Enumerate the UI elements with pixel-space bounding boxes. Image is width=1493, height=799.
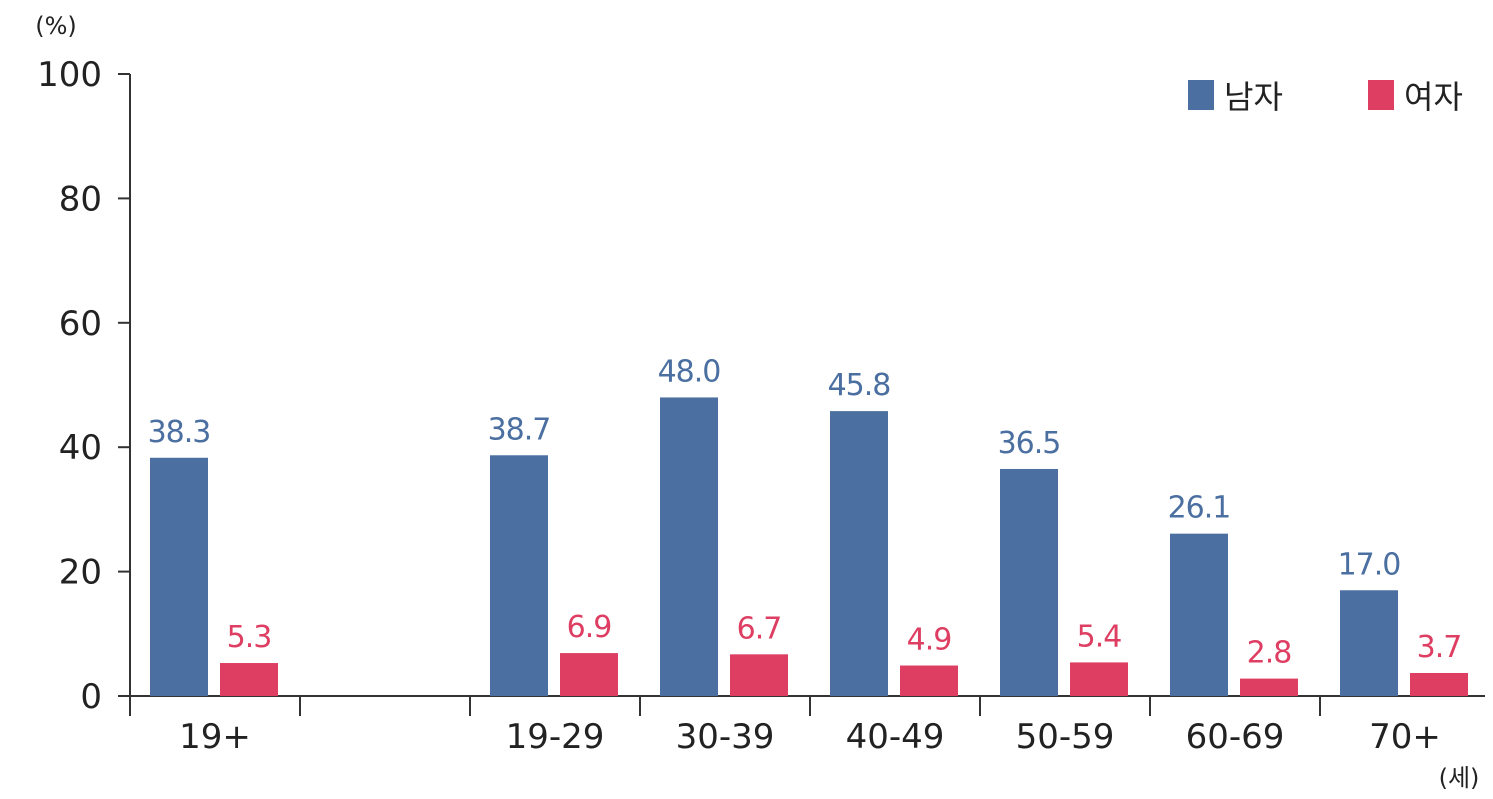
x-tick-label: 70+ — [1369, 717, 1441, 757]
legend-swatch — [1188, 80, 1214, 110]
y-tick-label: 80 — [59, 179, 102, 219]
y-tick-label: 100 — [37, 55, 102, 95]
y-tick-label: 20 — [59, 553, 102, 593]
data-label: 4.9 — [907, 623, 952, 658]
bar-female — [730, 654, 788, 696]
data-label: 45.8 — [828, 368, 891, 403]
data-label: 38.7 — [488, 412, 551, 447]
y-unit-label: (%) — [35, 12, 77, 40]
bar-female — [220, 663, 278, 696]
x-tick-label: 50-59 — [1016, 717, 1115, 757]
data-label: 5.3 — [227, 620, 272, 655]
x-tick-label: 19+ — [179, 717, 251, 757]
data-label: 38.3 — [148, 415, 211, 450]
bar-male — [830, 411, 888, 696]
x-tick-label: 60-69 — [1186, 717, 1285, 757]
x-tick-label: 19-29 — [506, 717, 605, 757]
data-label: 36.5 — [998, 426, 1061, 461]
y-tick-label: 40 — [59, 428, 102, 468]
legend: 남자 여자 — [1188, 78, 1463, 116]
bar-female — [1240, 678, 1298, 696]
value-labels: 38.3 38.7 48.0 45.8 36.5 26.1 17.0 5.3 6.9 6.7 4.9… — [148, 354, 1463, 671]
data-label: 26.1 — [1168, 491, 1231, 526]
data-label: 2.8 — [1247, 636, 1292, 671]
y-tick-label: 0 — [80, 677, 102, 717]
data-label: 17.0 — [1338, 547, 1401, 582]
bar-male — [490, 455, 548, 696]
x-tick-label: 30-39 — [676, 717, 775, 757]
bar-male — [1000, 468, 1058, 696]
legend-label: 남자 — [1224, 78, 1283, 116]
x-tick-label: 40-49 — [846, 717, 945, 757]
bar-male — [1170, 533, 1228, 696]
bar-female — [900, 665, 958, 696]
data-label: 3.7 — [1417, 630, 1462, 665]
data-label: 6.9 — [567, 610, 612, 645]
y-tick-label: 60 — [59, 304, 102, 344]
bar-male — [150, 457, 208, 696]
data-label: 48.0 — [658, 354, 721, 389]
bars — [150, 397, 1468, 696]
data-label: 5.4 — [1077, 619, 1122, 654]
legend-label: 여자 — [1404, 78, 1463, 116]
data-label: 6.7 — [737, 611, 782, 646]
x-unit-label: (세) — [1439, 764, 1480, 792]
bar-male — [660, 397, 718, 696]
bar-female — [1410, 672, 1468, 696]
axes: 0 20 40 60 80 100 (%) (세) 19+ 19-29 30-39 40-49 50-5… — [35, 12, 1485, 792]
legend-swatch — [1368, 80, 1394, 110]
bar-female — [1070, 662, 1128, 696]
bar-female — [560, 653, 618, 696]
bar-male — [1340, 590, 1398, 696]
